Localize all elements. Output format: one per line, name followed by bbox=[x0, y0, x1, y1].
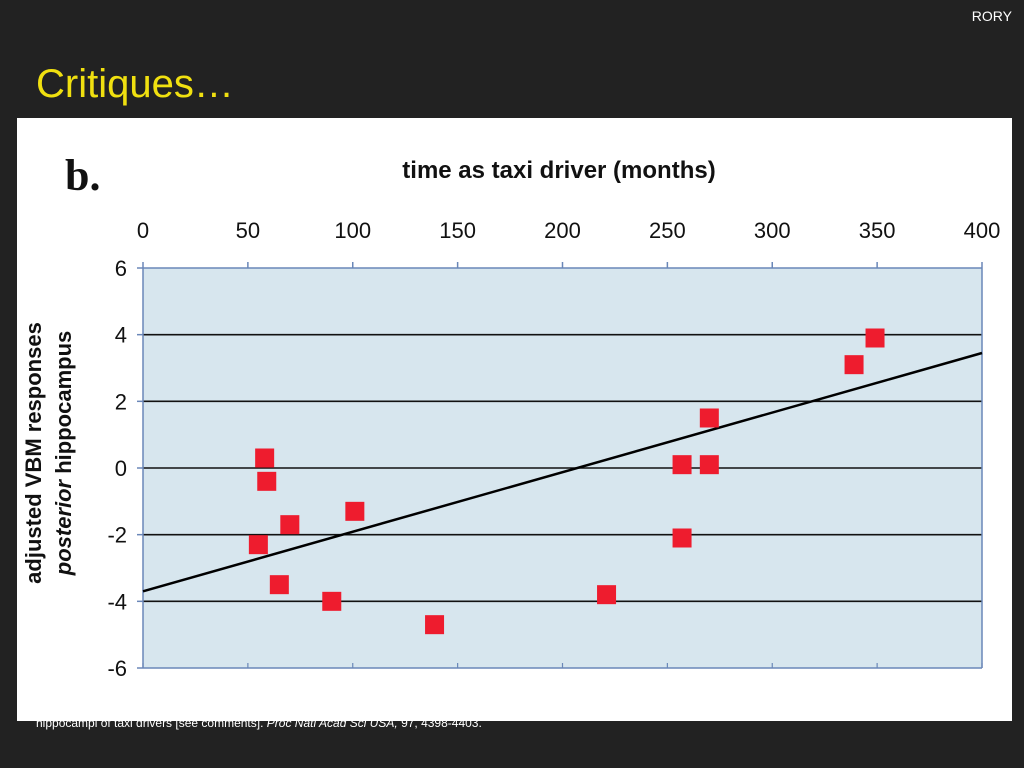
author-name: RORY bbox=[971, 8, 1012, 24]
y-axis-ticks: 6 4 2 0 -2 -4 -6 bbox=[107, 256, 143, 681]
y-axis-label-line2: posterior hippocampus bbox=[51, 331, 76, 576]
scatter-chart: 0 50 100 150 200 250 300 350 400 6 4 2 0 -2 -4 -6 b. t… bbox=[21, 151, 1000, 681]
citation-text: hippocampi of taxi drivers [see comments… bbox=[36, 716, 264, 730]
x-tick-label: 400 bbox=[964, 218, 1001, 243]
x-tick-label: 300 bbox=[754, 218, 791, 243]
data-point bbox=[425, 615, 445, 635]
x-tick-label: 200 bbox=[544, 218, 581, 243]
y-tick-label: 2 bbox=[115, 389, 127, 414]
x-tick-label: 50 bbox=[236, 218, 260, 243]
data-point bbox=[865, 328, 885, 348]
citation-pages: 97, 4398-4403. bbox=[401, 716, 482, 730]
data-point bbox=[699, 408, 719, 428]
data-point bbox=[248, 535, 268, 555]
data-point bbox=[322, 591, 342, 611]
y-axis-label-line1: adjusted VBM responses bbox=[21, 322, 46, 584]
y-tick-label: 6 bbox=[115, 256, 127, 281]
data-point bbox=[345, 501, 365, 521]
data-points bbox=[248, 328, 885, 635]
panel-label: b. bbox=[65, 151, 100, 200]
y-tick-label: -6 bbox=[107, 656, 127, 681]
data-point bbox=[255, 448, 275, 468]
trend-line bbox=[142, 351, 983, 593]
x-axis-ticks: 0 50 100 150 200 250 300 350 400 bbox=[137, 218, 1000, 668]
data-point bbox=[280, 515, 300, 535]
scatter-chart-figure: 0 50 100 150 200 250 300 350 400 6 4 2 0 -2 -4 -6 b. t… bbox=[17, 118, 1012, 721]
y-axis-label-italic: posterior bbox=[51, 478, 76, 576]
data-point bbox=[269, 575, 289, 595]
citation: hippocampi of taxi drivers [see comments… bbox=[36, 714, 506, 732]
data-point bbox=[672, 455, 692, 475]
x-tick-label: 250 bbox=[649, 218, 686, 243]
x-tick-label: 100 bbox=[334, 218, 371, 243]
x-tick-label: 350 bbox=[859, 218, 896, 243]
x-tick-label: 0 bbox=[137, 218, 149, 243]
y-tick-label: -2 bbox=[107, 523, 127, 548]
y-tick-label: 4 bbox=[115, 323, 127, 348]
gridlines bbox=[143, 333, 982, 603]
y-tick-label: -4 bbox=[107, 589, 127, 614]
slide-title: Critiques… bbox=[36, 62, 234, 106]
data-point bbox=[257, 471, 277, 491]
x-tick-label: 150 bbox=[439, 218, 476, 243]
data-point bbox=[844, 355, 864, 375]
y-axis-label-rest: hippocampus bbox=[51, 331, 76, 480]
data-point bbox=[672, 528, 692, 548]
data-point bbox=[597, 585, 617, 605]
chart-title: time as taxi driver (months) bbox=[402, 157, 715, 184]
data-point bbox=[699, 455, 719, 475]
citation-journal: Proc Natl Acad Sci USA, bbox=[266, 716, 398, 730]
y-tick-label: 0 bbox=[115, 456, 127, 481]
